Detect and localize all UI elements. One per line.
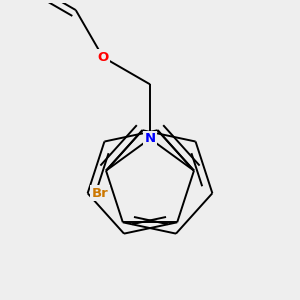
Text: O: O [97, 51, 109, 64]
Text: Br: Br [92, 187, 108, 200]
Text: N: N [144, 132, 156, 145]
